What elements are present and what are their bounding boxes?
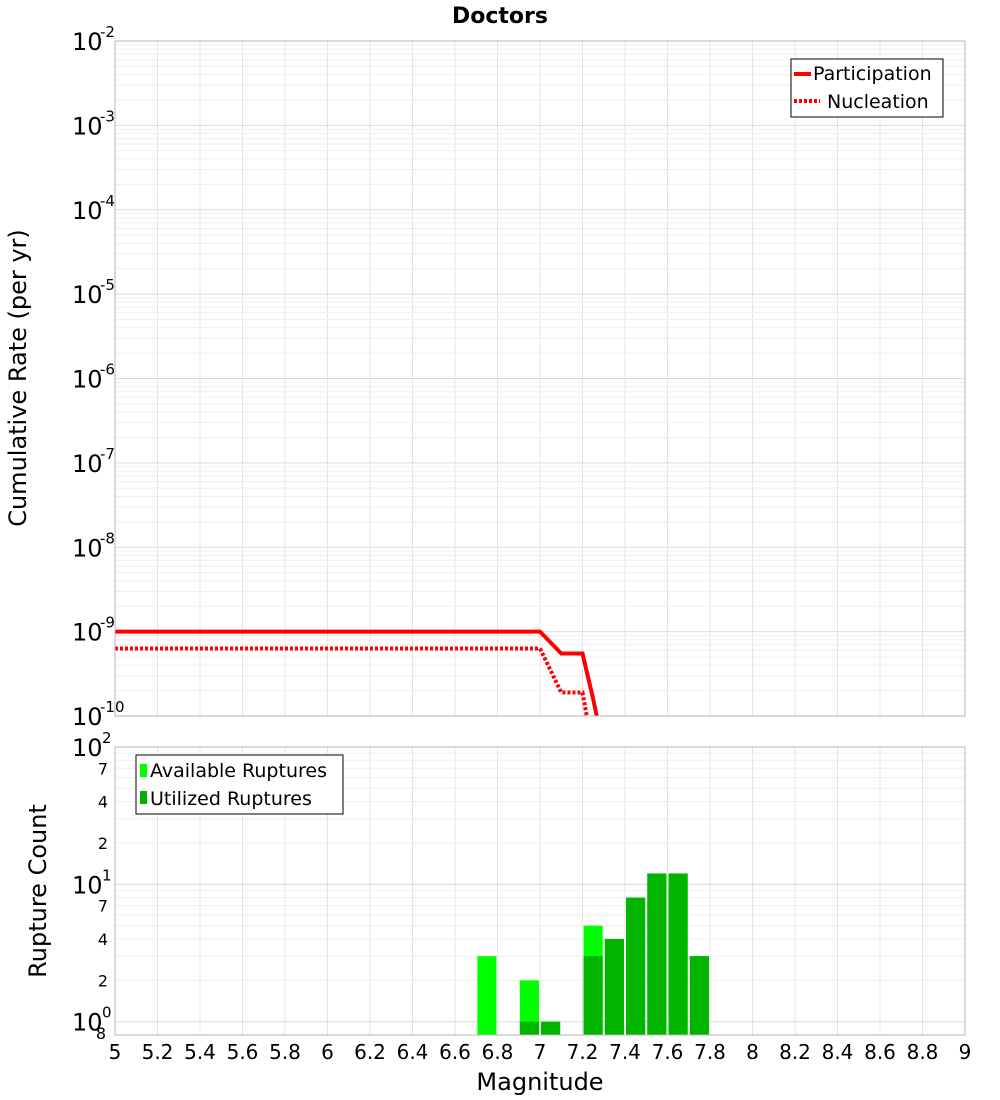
top-y-tick-exp: -9 [100,614,115,632]
legend-available-swatch [140,764,147,777]
top-y-ticks: 10-210-310-410-510-610-710-810-910-10 [72,23,125,731]
top-y-tick-base: 10 [72,450,103,478]
utilized-bar [519,1021,539,1035]
x-tick-label: 5 [109,1040,122,1064]
x-tick-label: 8.2 [779,1040,811,1064]
bottom-y-tick-minor: 4 [98,793,108,812]
x-tick-label: 7.6 [652,1040,684,1064]
top-y-tick-base: 10 [72,197,103,225]
utilized-bar [668,873,688,1035]
chart-title: Doctors [452,4,548,29]
top-y-tick-base: 10 [72,281,103,309]
top-y-tick-exp: -10 [100,698,125,716]
legend-available-label: Available Ruptures [150,760,327,782]
x-tick-label: 6.4 [397,1040,429,1064]
utilized-bar [626,897,646,1035]
utilized-bar [604,939,624,1035]
x-tick-label: 8.6 [864,1040,896,1064]
x-tick-label: 8.8 [907,1040,939,1064]
bottom-bars [477,873,709,1035]
utilized-bar [647,873,667,1035]
bottom-y-tick-minor: 7 [98,897,108,916]
available-bar [519,980,539,1035]
legend-utilized-swatch [140,791,147,804]
bottom-y-tick-minor: 8 [96,1024,106,1043]
top-legend-box [790,58,944,118]
x-tick-label: 9 [959,1040,972,1064]
top-y-tick-exp: -3 [100,107,115,125]
bottom-y-tick-base: 10 [72,1009,103,1037]
top-y-tick-base: 10 [72,366,103,394]
bottom-legend-box [135,754,344,815]
top-y-tick-exp: -5 [100,276,115,294]
bottom-y-tick-minor: 2 [98,834,108,853]
x-tick-label: 7.4 [609,1040,641,1064]
x-ticks: 5 5.2 5.4 5.6 5.8 6 6.2 6.4 6.6 6.8 7 7.2 7.4 7.6 7.8 8… [109,1040,972,1064]
x-tick-label: 7.2 [567,1040,599,1064]
bottom-y-axis-label: Rupture Count [24,804,52,978]
legend-nucleation-label: Nucleation [827,91,929,113]
utilized-bar [583,956,603,1035]
x-axis-label: Magnitude [476,1068,603,1096]
bottom-y-tick-base: 10 [72,871,103,899]
bottom-y-tick-minor: 7 [98,759,108,778]
top-y-tick-exp: -8 [100,529,115,547]
x-tick-label: 8 [746,1040,759,1064]
top-y-tick-base: 10 [72,534,103,562]
top-y-tick-base: 10 [72,703,103,731]
x-tick-label: 5.2 [142,1040,174,1064]
top-y-tick-exp: -6 [100,361,115,379]
x-tick-label: 6.8 [482,1040,514,1064]
top-grid [114,41,966,717]
top-y-tick-exp: -4 [100,192,115,210]
utilized-bar [689,956,709,1035]
x-tick-label: 7.8 [694,1040,726,1064]
x-tick-label: 6.6 [439,1040,471,1064]
bottom-y-tick-exp: 2 [102,729,112,747]
legend-participation-label: Participation [813,63,932,85]
x-tick-label: 5.8 [269,1040,301,1064]
x-tick-label: 5.6 [227,1040,259,1064]
legend-utilized-label: Utilized Ruptures [150,788,312,810]
bottom-y-tick-exp: 1 [102,866,112,884]
top-y-tick-exp: -2 [100,23,115,41]
x-tick-label: 6 [321,1040,334,1064]
top-y-tick-base: 10 [72,619,103,647]
top-legend: Participation Nucleation [790,58,944,118]
x-tick-label: 5.4 [184,1040,216,1064]
top-plot-frame [114,40,966,717]
x-tick-label: 8.4 [822,1040,854,1064]
top-y-tick-base: 10 [72,28,103,56]
bottom-y-tick-minor: 4 [98,930,108,949]
top-y-axis-label: Cumulative Rate (per yr) [4,229,32,527]
bottom-y-tick-exp: 0 [102,1004,112,1022]
bottom-y-tick-minor: 2 [98,971,108,990]
x-tick-label: 6.2 [354,1040,386,1064]
x-tick-label: 7 [534,1040,547,1064]
utilized-bar [541,1021,561,1035]
available-bar [477,956,497,1035]
bottom-plot-frame [114,746,966,1036]
bottom-legend: Available Ruptures Utilized Ruptures [135,754,344,815]
top-y-tick-exp: -7 [100,445,115,463]
bottom-y-tick-base: 10 [72,734,103,762]
top-y-tick-base: 10 [72,112,103,140]
